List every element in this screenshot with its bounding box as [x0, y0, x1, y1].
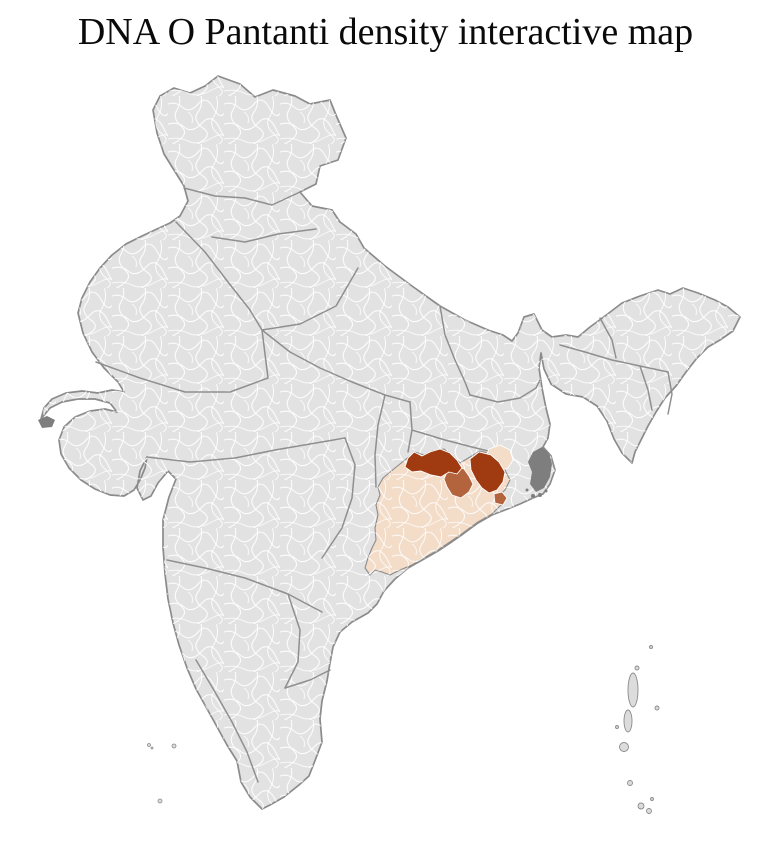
state-border-line [559, 344, 669, 373]
delta-islet [538, 493, 542, 497]
island [627, 672, 639, 708]
state-border-line [284, 669, 331, 689]
high-density-district-east[interactable] [469, 451, 506, 494]
delta-main[interactable] [528, 447, 552, 492]
state-border-line [211, 228, 317, 243]
island [654, 705, 660, 711]
state-border-line [175, 221, 263, 331]
state-border-line [599, 317, 617, 359]
state-border-line [284, 593, 301, 689]
island [623, 709, 633, 733]
state-border-line [261, 267, 359, 331]
state-border-line [667, 371, 673, 415]
island [619, 742, 629, 752]
west-marsh-patch [38, 416, 55, 428]
state-border-line [183, 187, 301, 206]
medium-density-district-coastal[interactable] [493, 491, 508, 506]
andaman-nicobar-islands [615, 645, 660, 814]
page-title: DNA O Pantanti density interactive map [77, 11, 694, 53]
high-density-districts[interactable] [404, 448, 506, 494]
state-border-line [261, 329, 411, 403]
state-border-line [639, 365, 653, 411]
delta-islet [531, 494, 535, 498]
state-border-line [195, 659, 259, 783]
delta-area[interactable] [525, 447, 553, 498]
state-border-line [439, 305, 471, 396]
island [157, 798, 163, 804]
medium-density-districts[interactable] [443, 465, 508, 506]
island [650, 797, 654, 801]
state-border-line [146, 437, 346, 463]
high-density-district-west[interactable] [404, 448, 463, 478]
india-map[interactable] [38, 75, 741, 814]
island [171, 743, 177, 749]
delta-islet [525, 488, 529, 492]
state-border-line [166, 559, 323, 613]
state-border-line [95, 329, 269, 393]
state-border-line [321, 437, 356, 559]
delta-islet [544, 489, 548, 493]
lakshadweep-islands [147, 743, 177, 804]
island [637, 802, 645, 810]
island [150, 746, 154, 750]
island [147, 743, 151, 747]
island [627, 780, 633, 786]
island [615, 725, 619, 729]
state-border-line [469, 379, 541, 403]
island [646, 808, 652, 814]
island [634, 665, 640, 671]
island [649, 645, 653, 649]
